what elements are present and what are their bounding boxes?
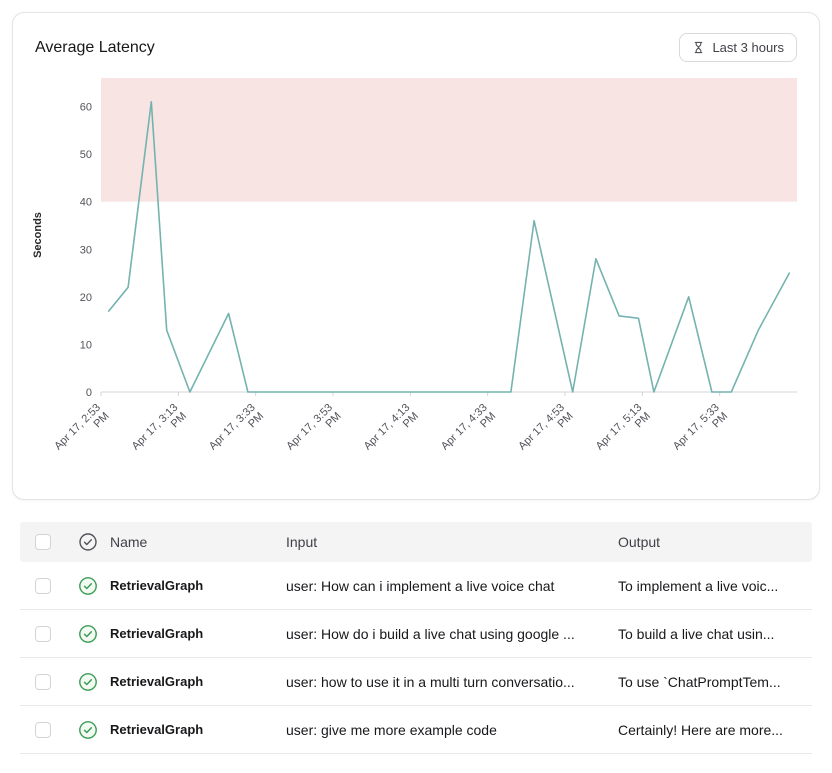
status-success-icon: [66, 576, 110, 596]
status-success-icon: [66, 720, 110, 740]
run-name: RetrievalGraph: [110, 722, 204, 737]
run-output: To use `ChatPromptTem...: [618, 673, 781, 690]
run-input: user: give me more example code: [286, 721, 497, 738]
svg-text:50: 50: [80, 149, 92, 161]
run-name: RetrievalGraph: [110, 674, 204, 689]
table-row[interactable]: RetrievalGraph user: how to use it in a …: [20, 658, 812, 706]
time-range-button[interactable]: Last 3 hours: [679, 33, 797, 62]
check-circle-icon: [79, 533, 97, 551]
card-header: Average Latency Last 3 hours: [13, 13, 819, 64]
average-latency-card: Average Latency Last 3 hours 0 10 20 30 40 50…: [12, 12, 820, 500]
svg-text:Seconds: Seconds: [32, 212, 44, 258]
svg-text:Apr 17, 5:13PM: Apr 17, 5:13PM: [594, 402, 653, 461]
svg-text:Apr 17, 3:13PM: Apr 17, 3:13PM: [130, 402, 189, 461]
latency-line-chart: 0 10 20 30 40 50 60 Apr 17, 2:53PM Apr 17, 3:13P…: [32, 78, 797, 461]
row-checkbox[interactable]: [35, 721, 51, 738]
run-input: user: How can i implement a live voice c…: [286, 577, 555, 594]
svg-text:Apr 17, 2:53PM: Apr 17, 2:53PM: [52, 402, 111, 461]
svg-text:40: 40: [80, 197, 92, 209]
runs-table: Name Input Output RetrievalGraph user: H…: [20, 522, 812, 754]
select-all-checkbox[interactable]: [35, 534, 51, 550]
run-input: user: How do i build a live chat using g…: [286, 625, 575, 642]
svg-text:10: 10: [80, 339, 92, 351]
svg-text:Apr 17, 3:53PM: Apr 17, 3:53PM: [284, 402, 343, 461]
svg-text:20: 20: [80, 292, 92, 304]
column-header-input: Input: [286, 534, 318, 550]
time-range-label: Last 3 hours: [712, 40, 784, 55]
svg-text:Apr 17, 4:33PM: Apr 17, 4:33PM: [439, 402, 498, 461]
table-row[interactable]: RetrievalGraph user: How do i build a li…: [20, 610, 812, 658]
column-header-output: Output: [618, 534, 661, 550]
svg-text:30: 30: [80, 244, 92, 256]
row-checkbox[interactable]: [35, 673, 51, 690]
chart-title: Average Latency: [35, 38, 155, 56]
svg-text:Apr 17, 4:13PM: Apr 17, 4:13PM: [362, 402, 421, 461]
run-output: Certainly! Here are more...: [618, 721, 783, 738]
run-name: RetrievalGraph: [110, 626, 204, 641]
column-header-name: Name: [110, 534, 148, 550]
svg-text:Apr 17, 5:33PM: Apr 17, 5:33PM: [671, 402, 730, 461]
row-checkbox[interactable]: [35, 577, 51, 594]
run-output: To implement a live voic...: [618, 577, 779, 594]
status-column-icon: [66, 532, 110, 552]
svg-text:Apr 17, 4:53PM: Apr 17, 4:53PM: [516, 402, 575, 461]
run-output: To build a live chat usin...: [618, 625, 775, 642]
hourglass-icon: [692, 41, 705, 54]
row-checkbox[interactable]: [35, 625, 51, 642]
svg-text:Apr 17, 3:33PM: Apr 17, 3:33PM: [207, 402, 266, 461]
run-input: user: how to use it in a multi turn conv…: [286, 673, 575, 690]
table-row[interactable]: RetrievalGraph user: How can i implement…: [20, 562, 812, 610]
status-success-icon: [66, 672, 110, 692]
table-row[interactable]: RetrievalGraph user: give me more exampl…: [20, 706, 812, 754]
svg-text:0: 0: [86, 387, 92, 399]
run-name: RetrievalGraph: [110, 578, 204, 593]
chart-area: 0 10 20 30 40 50 60 Apr 17, 2:53PM Apr 17, 3:13P…: [13, 64, 819, 493]
status-success-icon: [66, 624, 110, 644]
svg-text:60: 60: [80, 102, 92, 114]
table-header-row: Name Input Output: [20, 522, 812, 562]
